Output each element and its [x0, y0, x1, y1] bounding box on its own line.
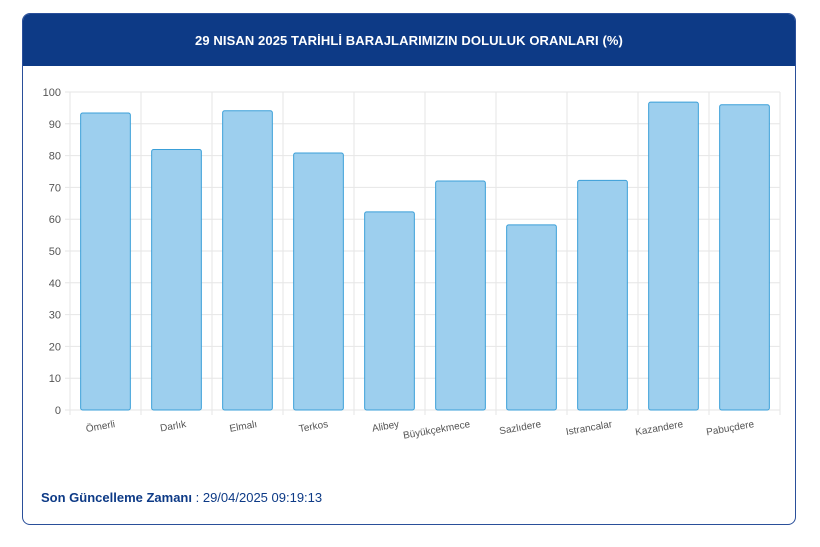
last-updated: Son Güncelleme Zamanı : 29/04/2025 09:19…: [41, 490, 322, 505]
bar: [577, 179, 628, 411]
y-tick-label: 0: [55, 405, 61, 417]
bar: [293, 152, 344, 411]
y-tick-label: 40: [49, 278, 61, 290]
y-tick-label: 50: [49, 246, 61, 258]
y-axis-ticks: 0 10 20 30 40 50 60 70 80 90 100: [43, 87, 61, 417]
bar: [719, 104, 770, 411]
y-tick-label: 100: [43, 87, 61, 99]
x-axis-ticks: Ömerli Darlık Elmalı Terkos Alibey Büyükçekme…: [85, 418, 756, 442]
bar: [151, 149, 202, 411]
last-updated-label: Son Güncelleme Zamanı: [41, 490, 192, 505]
bar: [506, 224, 557, 411]
bar: [222, 110, 273, 411]
bar: [364, 211, 415, 411]
y-tick-label: 10: [49, 373, 61, 385]
y-tick-label: 80: [49, 151, 61, 163]
bar: [648, 101, 699, 411]
bars: [80, 101, 770, 411]
y-tick-label: 70: [49, 182, 61, 194]
last-updated-separator: :: [192, 490, 203, 505]
x-tick-label: Terkos: [298, 419, 329, 435]
last-updated-value: 29/04/2025 09:19:13: [202, 490, 323, 505]
x-tick-label: Elmalı: [229, 419, 258, 435]
x-tick-label: Alibey: [371, 419, 400, 435]
bar: [435, 180, 486, 411]
x-tick-label: Kazandere: [634, 419, 684, 438]
x-tick-label: Büyükçekmece: [402, 419, 471, 442]
y-tick-label: 20: [49, 341, 61, 353]
x-tick-label: Ömerli: [85, 418, 116, 435]
bar-chart: 0 10 20 30 40 50 60 70 80 90 100 Ömerli Darlık Elmal…: [43, 87, 781, 442]
chart-title-bar: 29 NISAN 2025 TARİHLİ BARAJLARIMIZIN DOL…: [23, 14, 795, 66]
y-tick-label: 60: [49, 214, 61, 226]
x-tick-label: Istrancalar: [565, 419, 614, 438]
y-tick-label: 30: [49, 310, 61, 322]
bar: [80, 112, 131, 411]
chart-title: 29 NISAN 2025 TARİHLİ BARAJLARIMIZIN DOL…: [195, 32, 623, 48]
x-tick-label: Darlık: [159, 419, 188, 435]
chart-card: 29 NISAN 2025 TARİHLİ BARAJLARIMIZIN DOL…: [22, 13, 796, 525]
y-tick-label: 90: [49, 119, 61, 131]
x-tick-label: Sazlıdere: [499, 419, 543, 437]
x-tick-label: Pabuçdere: [705, 419, 755, 438]
